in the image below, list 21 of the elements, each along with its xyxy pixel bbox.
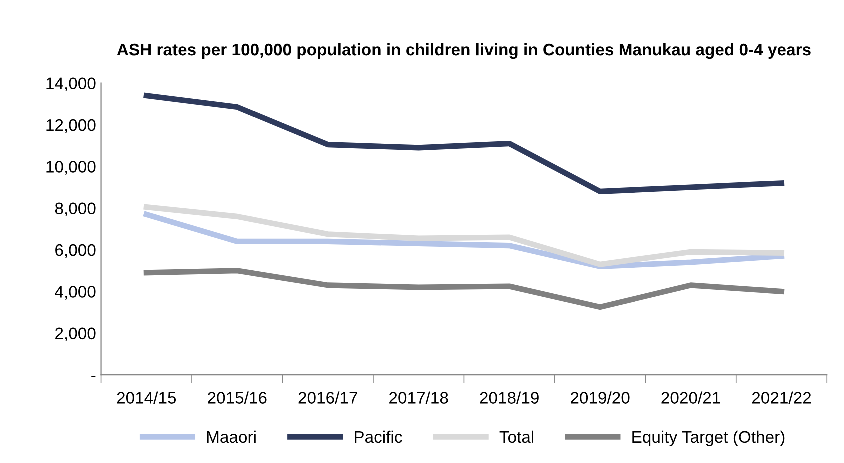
x-tick-label: 2015/16 — [208, 392, 267, 404]
y-tick-label: 14,000 — [46, 78, 96, 92]
legend-label: Pacific — [355, 430, 402, 444]
x-tick-label: 2016/17 — [298, 392, 358, 404]
x-tick-label: 2018/19 — [480, 392, 539, 404]
y-tick-label: 4,000 — [55, 286, 96, 300]
x-tick-label: 2014/15 — [117, 392, 176, 404]
x-tick-label: 2020/21 — [662, 392, 720, 404]
legend-label: Equity Target (Other) — [632, 430, 785, 446]
legend-label: Maaori — [207, 430, 256, 444]
y-tick-label: 10,000 — [46, 161, 96, 175]
x-tick-label: 2021/22 — [752, 392, 812, 404]
y-tick-label: 12,000 — [46, 119, 96, 134]
x-tick-label: 2019/20 — [571, 392, 630, 404]
y-tick-label: 2,000 — [56, 328, 96, 342]
y-tick-label: 8,000 — [55, 202, 96, 217]
y-tick-label: - — [92, 376, 96, 378]
x-tick-label: 2017/18 — [390, 392, 448, 404]
chart-title: ASH rates per 100,000 population in children living in Counties Manukau aged 0-4 years — [117, 43, 811, 60]
y-tick-label: 6,000 — [56, 244, 96, 258]
legend-label: Total — [500, 430, 534, 444]
